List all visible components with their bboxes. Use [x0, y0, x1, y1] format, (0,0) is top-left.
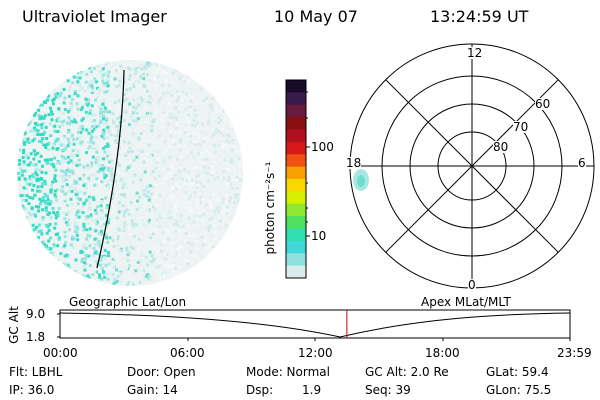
colorbar-tick-10: 10	[311, 229, 327, 243]
colorbar-segment	[286, 117, 306, 130]
timeline-left-title: Geographic Lat/Lon	[69, 295, 187, 309]
timeline-right-title: Apex MLat/MLT	[421, 295, 511, 309]
time-label: 13:24:59 UT	[430, 7, 529, 26]
colorbar-segment	[286, 104, 306, 118]
colorbar-segment	[286, 179, 306, 192]
status-gc-alt: GC Alt: 2.0 Re	[365, 365, 449, 379]
date-label: 10 May 07	[274, 7, 358, 26]
lat-label-70: 70	[513, 120, 529, 134]
timeline-y-tick-bottom: 1.8	[26, 330, 46, 344]
colorbar-segment	[286, 228, 306, 242]
earth-disk-image	[17, 60, 243, 286]
status-dsp-value: 1.9	[302, 383, 322, 397]
colorbar-unit-label: photon cm⁻²s⁻¹	[263, 161, 277, 255]
colorbar-segment	[286, 216, 306, 229]
status-filter: Flt: LBHL	[9, 365, 63, 379]
colorbar-segment	[286, 129, 306, 143]
timeline-y-tick-top: 9.0	[26, 307, 46, 321]
colorbar-segment	[286, 154, 306, 168]
timeline-x-tick-2359: 23:59	[557, 346, 592, 360]
terminator-line	[96, 69, 125, 269]
instrument-title: Ultraviolet Imager	[22, 7, 167, 26]
orbit-timeline	[57, 309, 571, 341]
colorbar	[285, 79, 310, 279]
status-glat: GLat: 59.4	[486, 365, 549, 379]
colorbar-segment	[286, 166, 306, 180]
colorbar-segment	[286, 203, 306, 217]
timeline-y-axis-label: GC Alt	[7, 306, 21, 344]
mlt-label-6: 6	[578, 156, 586, 170]
status-glon: GLon: 75.5	[486, 383, 552, 397]
colorbar-segment	[286, 80, 306, 93]
status-gain: Gain: 14	[127, 383, 178, 397]
timeline-x-tick-0000: 00:00	[43, 346, 78, 360]
lat-label-60: 60	[535, 97, 551, 111]
polar-mlt-plot	[349, 43, 595, 289]
colorbar-segment	[286, 240, 306, 254]
colorbar-segment	[286, 265, 306, 279]
colorbar-segment	[286, 92, 306, 106]
colorbar-tick-100: 100	[311, 140, 334, 154]
timeline-x-tick-1800: 18:00	[425, 346, 460, 360]
status-ip: IP: 36.0	[9, 383, 55, 397]
lat-label-80: 80	[493, 140, 509, 154]
altitude-curve	[59, 312, 571, 338]
timeline-x-tick-1200: 12:00	[298, 346, 333, 360]
colorbar-segment	[286, 141, 306, 155]
status-seq: Seq: 39	[365, 383, 411, 397]
timeline-x-tick-0600: 06:00	[170, 346, 205, 360]
colorbar-segment	[286, 191, 306, 205]
colorbar-segment	[286, 253, 306, 267]
status-mode: Mode: Normal	[246, 365, 330, 379]
mlt-label-12: 12	[467, 46, 483, 60]
status-door: Door: Open	[127, 365, 196, 379]
mlt-label-0: 0	[468, 278, 476, 292]
status-dsp-label: Dsp:	[246, 383, 274, 397]
mlt-label-18: 18	[346, 156, 362, 170]
